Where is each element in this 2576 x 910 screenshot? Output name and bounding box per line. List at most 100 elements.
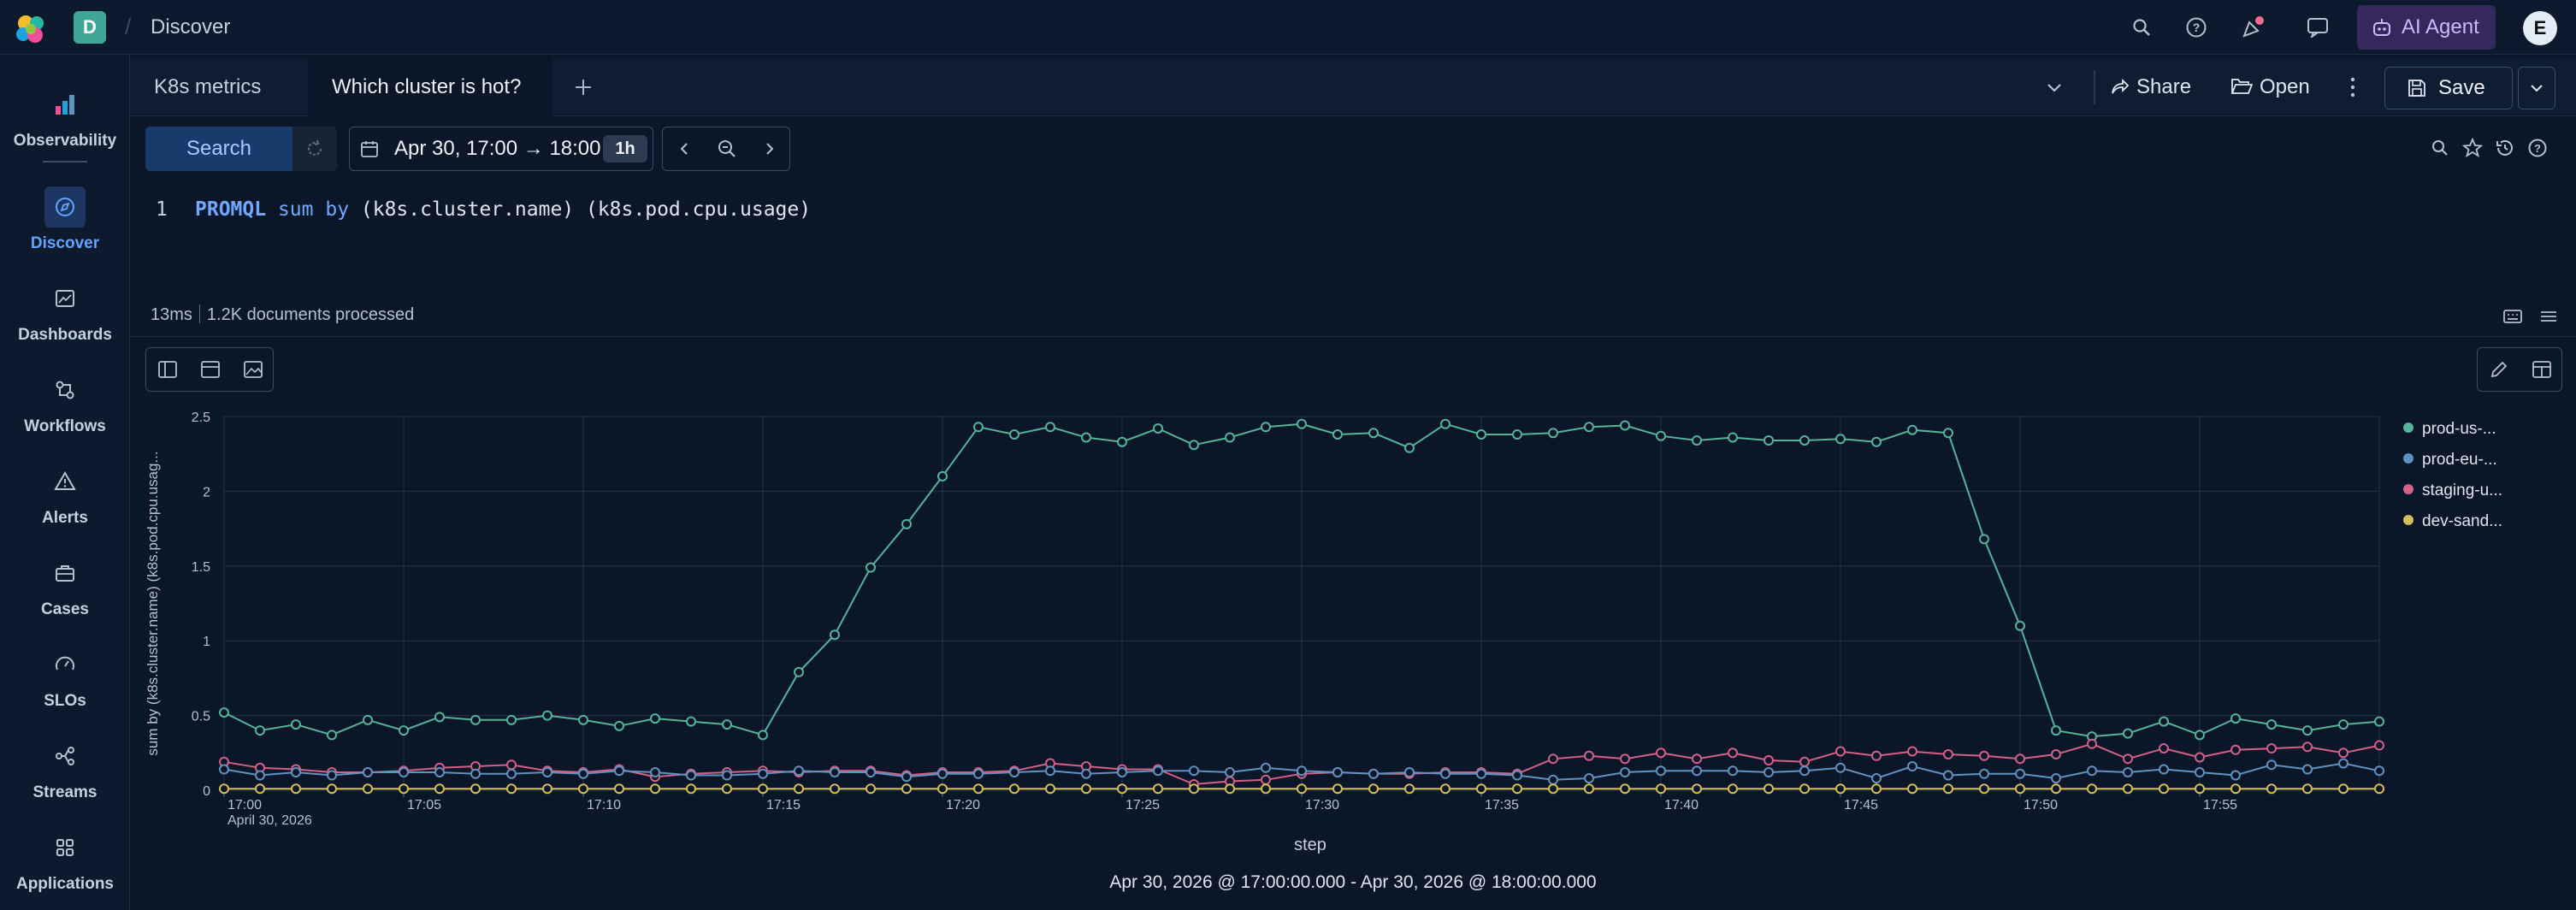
data-point[interactable]: [399, 767, 409, 778]
data-point[interactable]: [506, 783, 517, 795]
toggle-grid-button[interactable]: [232, 348, 275, 391]
data-point[interactable]: [578, 783, 588, 795]
data-point[interactable]: [866, 767, 876, 778]
ai-agent-button[interactable]: AI Agent: [2357, 5, 2496, 50]
data-point[interactable]: [1584, 783, 1594, 795]
help-icon[interactable]: ?: [2523, 133, 2552, 162]
data-point[interactable]: [1404, 767, 1415, 778]
legend-item[interactable]: dev-sand...: [2422, 512, 2502, 530]
data-point[interactable]: [1584, 750, 1594, 761]
data-point[interactable]: [291, 719, 301, 730]
data-point[interactable]: [470, 714, 481, 725]
data-point[interactable]: [2051, 725, 2061, 736]
data-point[interactable]: [470, 768, 481, 779]
data-point[interactable]: [434, 767, 445, 778]
data-point[interactable]: [1404, 783, 1415, 795]
data-point[interactable]: [1297, 783, 1307, 795]
data-point[interactable]: [1979, 783, 1989, 795]
data-point[interactable]: [1117, 436, 1127, 447]
data-point[interactable]: [1368, 428, 1379, 439]
data-point[interactable]: [1332, 767, 1343, 778]
nav-item-workflows[interactable]: Workflows: [0, 358, 130, 443]
refresh-button[interactable]: [292, 127, 337, 171]
data-point[interactable]: [1225, 432, 1235, 443]
data-point[interactable]: [1368, 768, 1379, 779]
data-point[interactable]: [2230, 713, 2241, 724]
data-point[interactable]: [363, 783, 373, 795]
data-point[interactable]: [1081, 432, 1091, 443]
data-point[interactable]: [973, 422, 984, 433]
nav-item-streams[interactable]: Streams: [0, 724, 130, 809]
data-point[interactable]: [1548, 753, 1558, 765]
data-point[interactable]: [1045, 765, 1055, 777]
data-point[interactable]: [1153, 783, 1163, 795]
data-point[interactable]: [1799, 765, 1810, 777]
save-options-button[interactable]: [2518, 67, 2555, 109]
data-point[interactable]: [1656, 783, 1666, 795]
data-point[interactable]: [1907, 424, 1917, 435]
data-point[interactable]: [1835, 783, 1846, 795]
data-point[interactable]: [578, 768, 588, 779]
data-point[interactable]: [794, 765, 804, 777]
data-point[interactable]: [255, 770, 265, 781]
data-point[interactable]: [1225, 767, 1235, 778]
data-point[interactable]: [1907, 746, 1917, 757]
nav-item-cases[interactable]: Cases: [0, 541, 130, 626]
data-point[interactable]: [2374, 765, 2384, 777]
tabs-menu-button[interactable]: [2044, 58, 2065, 116]
data-point[interactable]: [2087, 738, 2097, 749]
data-point[interactable]: [1979, 534, 1989, 545]
data-point[interactable]: [1440, 783, 1450, 795]
data-point[interactable]: [2266, 783, 2277, 795]
data-point[interactable]: [1620, 753, 1630, 765]
data-point[interactable]: [2051, 773, 2061, 784]
data-point[interactable]: [2302, 783, 2313, 795]
data-point[interactable]: [2087, 783, 2097, 795]
nav-item-dashboards[interactable]: Dashboards: [0, 266, 130, 352]
search-icon[interactable]: [2126, 12, 2157, 43]
data-point[interactable]: [2374, 740, 2384, 751]
step-forward-button[interactable]: [748, 127, 791, 170]
data-point[interactable]: [1548, 774, 1558, 785]
data-point[interactable]: [866, 562, 876, 573]
data-point[interactable]: [1153, 765, 1163, 777]
legend-item[interactable]: prod-eu-...: [2422, 451, 2497, 469]
data-point[interactable]: [1728, 748, 1738, 759]
data-point[interactable]: [2338, 783, 2349, 795]
data-point[interactable]: [686, 770, 696, 781]
data-point[interactable]: [1548, 428, 1558, 439]
help-icon[interactable]: ?: [2181, 12, 2212, 43]
data-point[interactable]: [722, 783, 732, 795]
save-button[interactable]: Save: [2384, 67, 2513, 109]
data-point[interactable]: [1871, 436, 1882, 447]
data-point[interactable]: [1081, 768, 1091, 779]
data-point[interactable]: [1943, 428, 1953, 439]
data-point[interactable]: [1764, 767, 1774, 778]
edit-visualization-button[interactable]: [2478, 348, 2520, 391]
data-point[interactable]: [686, 716, 696, 727]
data-point[interactable]: [1117, 767, 1127, 778]
data-point[interactable]: [255, 725, 265, 736]
data-point[interactable]: [1189, 783, 1199, 795]
data-point[interactable]: [2230, 770, 2241, 781]
keyboard-icon[interactable]: [2502, 304, 2523, 330]
data-point[interactable]: [2230, 783, 2241, 795]
history-icon[interactable]: [2490, 133, 2520, 162]
data-point[interactable]: [1368, 783, 1379, 795]
data-point[interactable]: [650, 767, 660, 778]
data-point[interactable]: [2087, 765, 2097, 777]
data-point[interactable]: [830, 767, 840, 778]
data-point[interactable]: [1512, 783, 1522, 795]
data-point[interactable]: [363, 714, 373, 725]
data-point[interactable]: [1261, 774, 1271, 785]
data-point[interactable]: [794, 783, 804, 795]
tab-which-cluster-is-hot[interactable]: Which cluster is hot?: [308, 58, 552, 116]
data-point[interactable]: [219, 764, 229, 775]
legend-item[interactable]: prod-us-...: [2422, 420, 2496, 438]
data-point[interactable]: [1584, 773, 1594, 784]
data-point[interactable]: [2302, 764, 2313, 775]
data-point[interactable]: [2015, 768, 2025, 779]
data-point[interactable]: [506, 768, 517, 779]
elastic-logo[interactable]: [14, 12, 48, 46]
data-point[interactable]: [1332, 783, 1343, 795]
